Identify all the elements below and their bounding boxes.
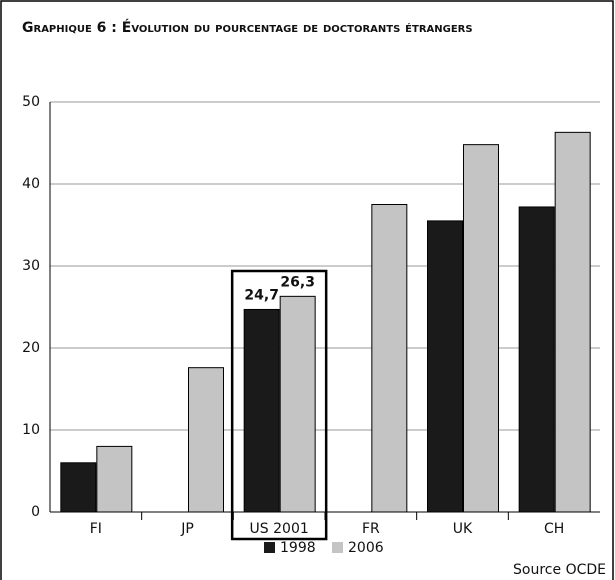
x-tick-label: JP <box>180 521 194 537</box>
x-tick-label: UK <box>453 521 473 537</box>
y-tick-label: 40 <box>22 176 40 192</box>
legend-swatch <box>264 542 275 553</box>
y-tick-label: 50 <box>22 94 40 110</box>
y-tick-label: 0 <box>31 504 40 520</box>
bar <box>96 445 133 513</box>
x-tick-label: US 2001 <box>250 521 309 537</box>
y-tick-label: 30 <box>22 258 40 274</box>
chart-title: Graphique 6 : Évolution du pourcentage d… <box>22 19 473 36</box>
y-tick-label: 20 <box>22 340 40 356</box>
value-label: 26,3 <box>280 274 315 290</box>
y-tick-label: 10 <box>22 422 40 438</box>
bar <box>188 367 224 513</box>
bar <box>427 220 463 513</box>
value-label: 24,7 <box>244 287 279 303</box>
bar <box>371 204 408 513</box>
bar <box>279 295 316 513</box>
bar <box>243 308 280 513</box>
source: Source OCDE <box>513 562 606 578</box>
bar <box>60 462 97 513</box>
highlight-box <box>230 269 328 541</box>
bar <box>518 206 555 513</box>
bar <box>463 144 499 513</box>
legend-label: 1998 <box>280 540 316 556</box>
x-tick-label: FI <box>90 521 102 537</box>
x-tick-label: FR <box>362 521 380 537</box>
legend-swatch <box>332 542 343 553</box>
x-tick-label: CH <box>544 521 564 537</box>
legend-label: 2006 <box>348 540 384 556</box>
bar <box>554 131 591 513</box>
